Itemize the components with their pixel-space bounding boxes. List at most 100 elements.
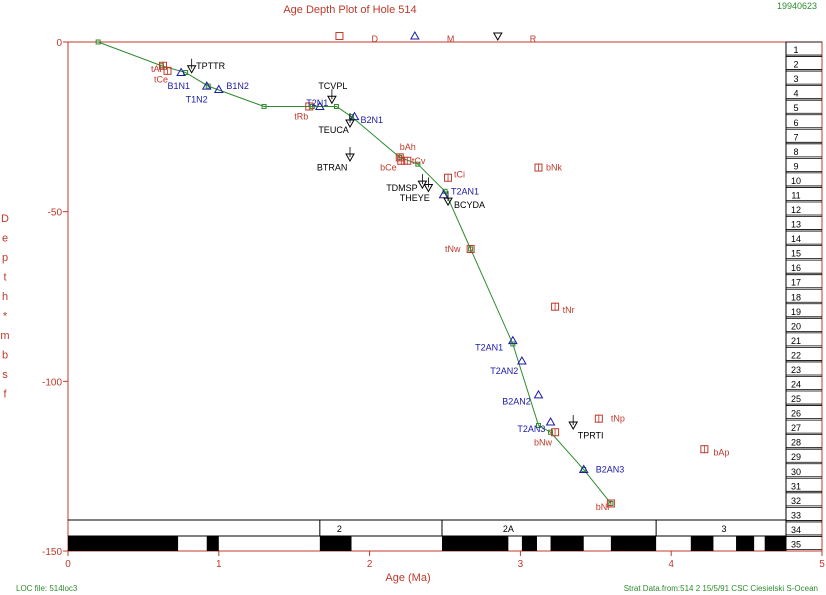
- chart-title: Age Depth Plot of Hole 514: [283, 4, 416, 16]
- loc-file-label: LOC file: 514loc3: [16, 584, 78, 593]
- core-number: 25: [791, 394, 801, 404]
- diatom-label: bAh: [400, 142, 416, 152]
- chron-label: 2A: [503, 524, 514, 534]
- nanno-marker: [213, 84, 224, 94]
- y-tick-label: -100: [42, 377, 62, 388]
- core-number: 15: [791, 249, 801, 259]
- core-number: 34: [791, 525, 801, 535]
- y-tick-label: -150: [42, 547, 62, 558]
- nanno-marker: [517, 355, 527, 365]
- legend-marker-triangle: [409, 30, 420, 40]
- y-label-char: b: [2, 350, 8, 362]
- x-tick-label: 2: [367, 559, 373, 570]
- nanno-label: B2AN2: [502, 397, 531, 407]
- x-tick-label: 1: [216, 559, 222, 570]
- y-tick-label: 0: [56, 38, 62, 49]
- core-number: 9: [793, 161, 798, 171]
- diatom-label: bNw: [534, 437, 553, 447]
- y-label-char: t: [3, 272, 6, 284]
- nanno-label: B2AN3: [596, 465, 625, 475]
- nanno-label: T2AN1: [475, 342, 503, 352]
- core-number: 8: [793, 147, 798, 157]
- core-number: 32: [791, 496, 801, 506]
- legend-label: R: [530, 34, 537, 44]
- diatom-label: bNk: [546, 163, 563, 173]
- nanno-label: B2N1: [361, 115, 384, 125]
- core-number: 26: [791, 409, 801, 419]
- nanno-label: B1N2: [226, 81, 249, 91]
- normal-polarity-interval: [690, 536, 714, 551]
- core-number: 1: [793, 45, 798, 55]
- core-column: 1234567891011121314151617181920212223242…: [785, 41, 822, 551]
- normal-polarity-interval: [736, 536, 755, 551]
- diatom-label: tNw: [445, 244, 461, 254]
- diatom-label: tRb: [294, 112, 308, 122]
- core-number: 14: [791, 234, 801, 244]
- radiolarian-label: BCYDA: [454, 200, 485, 210]
- date-code: 19940623: [777, 1, 817, 11]
- chron-label: 3: [721, 524, 726, 534]
- diatom-label: tNp: [611, 414, 625, 424]
- y-label-char: D: [1, 213, 9, 225]
- normal-polarity-interval: [206, 536, 219, 551]
- diatom-label: tAl: [151, 64, 162, 74]
- core-number: 6: [793, 118, 798, 128]
- x-tick-label: 4: [668, 559, 674, 570]
- legend-marker-invtriangle: [492, 32, 503, 42]
- y-label-char: m: [0, 330, 9, 342]
- core-number: 29: [791, 452, 801, 462]
- tie-point: [415, 161, 421, 167]
- y-tick-label: -50: [48, 208, 63, 219]
- radiolarian-label: TPTTR: [196, 61, 225, 71]
- core-number: 21: [791, 336, 801, 346]
- normal-polarity-interval: [68, 536, 179, 551]
- core-number: 18: [791, 292, 801, 302]
- nanno-marker: [201, 81, 212, 90]
- radiolarian-label: TPRTI: [578, 431, 604, 441]
- normal-polarity-interval: [521, 536, 537, 551]
- x-tick-label: 5: [819, 559, 825, 570]
- normal-polarity-interval: [764, 536, 786, 551]
- normal-polarity-interval: [550, 536, 584, 551]
- nanno-label: T2AN3: [517, 424, 545, 434]
- legend-label: M: [447, 34, 455, 44]
- legend-label: D: [371, 34, 378, 44]
- core-number: 3: [793, 74, 798, 84]
- radiolarian-label: TDMSP: [386, 183, 418, 193]
- core-number: 5: [793, 103, 798, 113]
- diatom-label: bAp: [713, 448, 729, 458]
- plot-frame: [67, 41, 823, 552]
- magnetostratigraphy-bar: 2 2A 3: [68, 519, 786, 551]
- normal-polarity-interval: [441, 536, 509, 551]
- y-label-char: *: [3, 311, 8, 323]
- radiolarian-label: BTRAN: [317, 163, 348, 173]
- diatom-label: tCi: [454, 169, 465, 179]
- radiolarian-label: THEYE: [400, 193, 430, 203]
- y-label-char: e: [2, 233, 8, 245]
- tie-point: [95, 39, 101, 45]
- y-label-char: s: [2, 369, 8, 381]
- nanno-marker: [545, 417, 556, 426]
- core-number: 23: [791, 365, 801, 375]
- legend-marker-square: [335, 32, 344, 40]
- y-label-char: p: [2, 252, 8, 264]
- nanno-label: B1N1: [168, 81, 191, 91]
- x-axis: 0 1 2 3 4 5: [65, 551, 825, 570]
- diatom-label: tCv: [412, 156, 426, 166]
- core-number: 12: [791, 205, 801, 215]
- x-tick-label: 0: [65, 559, 71, 570]
- core-number: 35: [791, 540, 801, 550]
- nanno-marker: [533, 389, 544, 399]
- nanno-label: T2AN1: [451, 186, 479, 196]
- normal-polarity-interval: [319, 536, 352, 551]
- nanno-marker: [176, 67, 186, 77]
- core-number: 20: [791, 321, 801, 331]
- core-number: 31: [791, 481, 801, 491]
- core-number: 22: [791, 350, 801, 360]
- core-number: 13: [791, 220, 801, 230]
- diatom-label: bCe: [380, 163, 397, 173]
